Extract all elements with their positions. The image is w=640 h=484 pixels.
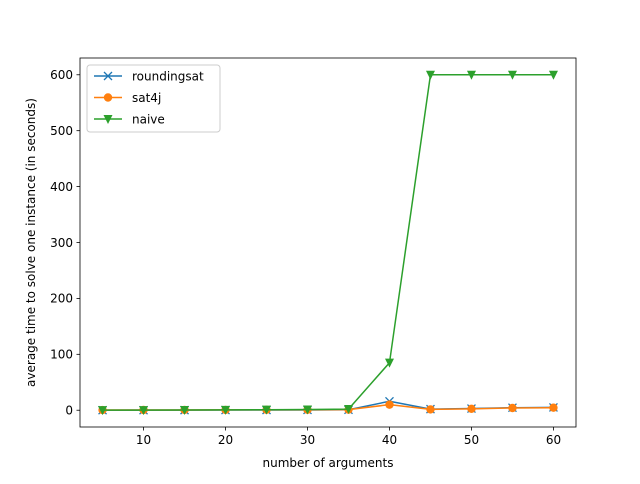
- data-point-naive-4: [262, 405, 272, 415]
- legend-marker-naive: [103, 114, 113, 124]
- x-tick-label-0: 10: [136, 433, 151, 447]
- x-tick-label-3: 40: [382, 433, 397, 447]
- data-point-naive-1: [139, 406, 149, 416]
- legend-box: [86, 64, 221, 133]
- y-tick-label-1: 100: [50, 348, 73, 362]
- data-point-naive-8: [425, 70, 435, 80]
- x-axis-label: number of arguments: [263, 456, 394, 470]
- data-point-sat4j-10: [508, 403, 517, 413]
- series-naive: [98, 70, 558, 416]
- y-tick-label-2: 200: [50, 292, 73, 306]
- data-point-naive-0: [98, 406, 108, 416]
- legend-item-sat4j: sat4j: [94, 91, 161, 105]
- y-tick-label-5: 500: [50, 124, 73, 138]
- legend-marker-sat4j: [103, 93, 113, 102]
- series-line-naive: [102, 74, 554, 411]
- y-tick-label-3: 300: [50, 236, 73, 250]
- data-point-naive-9: [466, 70, 476, 80]
- data-point-naive-3: [221, 405, 231, 415]
- x-tick-label-2: 30: [300, 433, 315, 447]
- legend: roundingsat sat4j naive: [86, 64, 221, 133]
- data-point-naive-6: [343, 405, 353, 415]
- data-point-naive-10: [507, 70, 517, 80]
- legend-marker-roundingsat: [103, 71, 113, 81]
- x-tick-label-4: 50: [464, 433, 479, 447]
- data-point-naive-11: [548, 70, 558, 80]
- x-tick-label-1: 20: [218, 433, 233, 447]
- data-point-sat4j-8: [426, 405, 435, 414]
- legend-label-sat4j: sat4j: [132, 91, 161, 105]
- data-point-sat4j-9: [467, 404, 476, 414]
- legend-item-roundingsat: roundingsat: [94, 69, 204, 83]
- legend-item-naive: naive: [94, 112, 165, 126]
- data-point-naive-7: [384, 358, 394, 368]
- data-point-naive-5: [303, 405, 313, 415]
- y-tick-label-0: 0: [65, 404, 73, 418]
- y-tick-label-6: 600: [50, 68, 73, 82]
- data-point-sat4j-11: [549, 403, 558, 412]
- x-tick-label-5: 60: [546, 433, 561, 447]
- legend-label-roundingsat: roundingsat: [132, 69, 204, 83]
- y-tick-label-4: 400: [50, 180, 73, 194]
- data-point-naive-2: [180, 405, 190, 415]
- y-axis-label: average time to solve one instance (in s…: [24, 98, 38, 387]
- legend-label-naive: naive: [132, 112, 165, 126]
- series-layer: [98, 70, 558, 416]
- data-point-sat4j-7: [385, 400, 394, 409]
